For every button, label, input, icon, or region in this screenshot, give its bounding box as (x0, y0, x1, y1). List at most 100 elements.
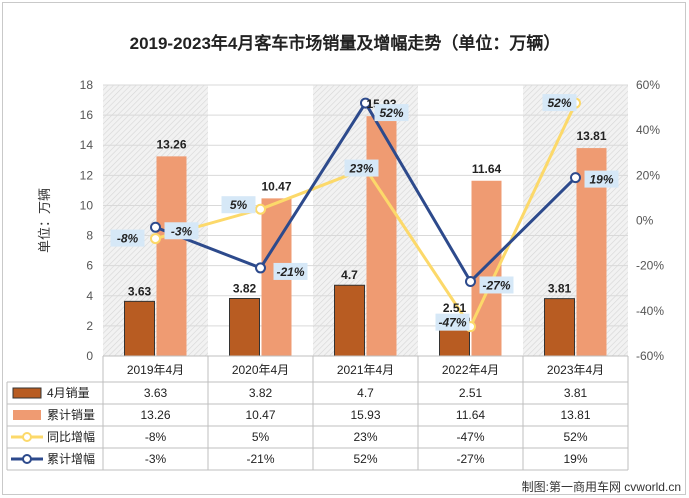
pct-label-bg (374, 104, 409, 122)
y2-tick-label: 60% (636, 78, 660, 92)
y2-tick-label: 0% (636, 214, 654, 228)
bar-cumulative-label: 13.81 (576, 129, 606, 143)
bar-monthly-label: 2.51 (443, 301, 467, 315)
cumulative-point (570, 172, 581, 184)
table-cell: 10.47 (245, 408, 275, 422)
y-tick-label: 4 (86, 289, 93, 303)
legend-key-marker (22, 432, 32, 442)
pct-label-bg (479, 276, 514, 294)
table-cell: 3.63 (144, 386, 168, 400)
legend-key-bar (12, 387, 42, 399)
cumulative-point (150, 221, 161, 233)
pct-label-bg (344, 159, 379, 177)
table-cell: -3% (145, 452, 167, 466)
chart-title: 2019-2023年4月客车市场销量及增幅走势（单位：万辆） (130, 33, 561, 53)
bar-monthly-label: 3.81 (548, 282, 572, 296)
bar-monthly (124, 300, 155, 357)
bar-monthly (544, 298, 575, 357)
watermark: 制图:第一商用车网 cvworld.cn (522, 479, 681, 494)
y-tick-label: 6 (86, 259, 93, 273)
table-cell: 3.82 (249, 386, 273, 400)
cumulative-point (255, 262, 266, 274)
bar-cumulative-label: 13.26 (156, 137, 186, 151)
y-tick-label: 10 (80, 198, 94, 212)
y2-tick-label: 20% (636, 168, 660, 182)
y-tick-label: 0 (86, 349, 93, 363)
bar-monthly-label: 3.82 (233, 281, 257, 295)
pct-label-bg (584, 170, 619, 188)
x-tick-label: 2021年4月 (337, 363, 394, 377)
cumulative-label: -21% (276, 265, 304, 279)
y-tick-label: 18 (80, 78, 94, 92)
yoy-point (255, 203, 266, 215)
y-tick-label: 2 (86, 319, 93, 333)
yoy-label: -47% (438, 316, 466, 330)
yoy-point (150, 233, 161, 245)
bar-monthly-label: 4.7 (341, 268, 358, 282)
bar-cumulative (366, 116, 397, 356)
category-band (313, 85, 418, 356)
bar-monthly (334, 284, 365, 357)
cumulative-point (360, 97, 371, 109)
table-cell: 11.64 (456, 408, 485, 422)
table-cell: 52% (563, 430, 587, 444)
table-cell: -8% (145, 430, 167, 444)
x-tick-label: 2020年4月 (232, 363, 289, 377)
legend-label: 累计销量 (47, 408, 95, 422)
yoy-label: 5% (230, 198, 248, 212)
cumulative-point (465, 275, 476, 287)
x-tick-label: 2023年4月 (547, 363, 604, 377)
y-tick-label: 8 (86, 229, 93, 243)
legend-label: 同比增幅 (47, 429, 95, 444)
pct-label-bg (542, 94, 577, 112)
table-cell: 3.81 (564, 386, 588, 400)
table-cell: 2.51 (459, 386, 483, 400)
table-cell: 15.93 (350, 408, 380, 422)
table-cell: 23% (353, 430, 377, 444)
legend-key-marker (22, 454, 32, 464)
legend-key-bar (13, 410, 41, 420)
pct-label-bg (273, 262, 308, 280)
table-cell: -21% (246, 452, 274, 466)
pct-label-bg (221, 196, 256, 214)
table-cell: 13.26 (140, 408, 170, 422)
chart: 2019-2023年4月客车市场销量及增幅走势（单位：万辆） 0 2 4 6 8 10 12… (6, 33, 681, 494)
pct-label-bg (110, 229, 145, 247)
category-band (103, 85, 208, 356)
pct-label-bg (164, 222, 199, 240)
cumulative-label: 52% (379, 106, 403, 120)
table-cell: -47% (456, 430, 484, 444)
y-tick-label: 14 (80, 138, 94, 152)
x-tick-label: 2019年4月 (127, 363, 184, 377)
cumulative-label: 19% (589, 173, 613, 187)
bar-monthly-label: 3.63 (128, 284, 152, 298)
table-cell: 5% (252, 430, 270, 444)
bar-cumulative (156, 156, 187, 356)
cumulative-label: -3% (171, 224, 193, 238)
table-cell: 13.81 (560, 408, 590, 422)
table-cell: -27% (456, 452, 484, 466)
table-cell: 4.7 (357, 386, 374, 400)
yoy-label: -8% (117, 232, 139, 246)
category-band (523, 85, 628, 356)
y2-tick-label: -20% (636, 259, 664, 273)
legend-label: 累计增幅 (47, 451, 95, 466)
cumulative-label: -27% (482, 278, 510, 292)
y-axis-title: 单位：万辆 (37, 188, 52, 253)
table-cell: 52% (353, 452, 377, 466)
legend-label: 4月销量 (47, 386, 90, 400)
y2-tick-label: 40% (636, 123, 660, 137)
bar-cumulative-label: 10.47 (261, 179, 291, 193)
y2-tick-label: -40% (636, 304, 664, 318)
x-tick-label: 2022年4月 (442, 363, 499, 377)
y-tick-label: 12 (80, 168, 94, 182)
bar-monthly (229, 297, 260, 357)
yoy-label: 52% (547, 96, 571, 110)
yoy-label: 23% (348, 162, 373, 176)
y-tick-label: 16 (80, 108, 94, 122)
pct-label-bg (435, 313, 470, 331)
y2-tick-label: -60% (636, 349, 664, 363)
bar-cumulative-label: 11.64 (472, 162, 502, 176)
table-cell: 19% (563, 452, 587, 466)
